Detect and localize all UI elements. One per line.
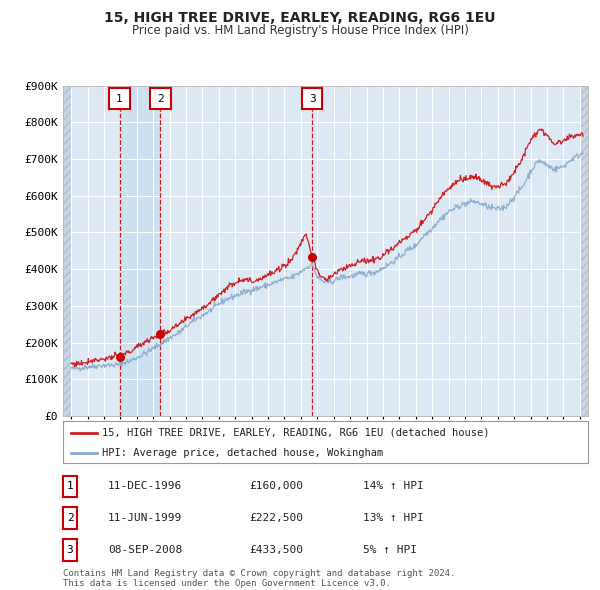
Bar xyxy=(581,86,588,416)
Text: 3: 3 xyxy=(67,545,73,555)
Text: 1: 1 xyxy=(67,481,73,491)
Text: £222,500: £222,500 xyxy=(249,513,303,523)
Text: Price paid vs. HM Land Registry's House Price Index (HPI): Price paid vs. HM Land Registry's House … xyxy=(131,24,469,37)
Text: 14% ↑ HPI: 14% ↑ HPI xyxy=(363,481,424,491)
Bar xyxy=(63,86,71,416)
Text: Contains HM Land Registry data © Crown copyright and database right 2024.
This d: Contains HM Land Registry data © Crown c… xyxy=(63,569,455,588)
Text: 5% ↑ HPI: 5% ↑ HPI xyxy=(363,545,417,555)
Text: 1: 1 xyxy=(116,94,123,103)
Text: 3: 3 xyxy=(309,94,316,103)
Text: 15, HIGH TREE DRIVE, EARLEY, READING, RG6 1EU (detached house): 15, HIGH TREE DRIVE, EARLEY, READING, RG… xyxy=(103,428,490,438)
Text: £160,000: £160,000 xyxy=(249,481,303,491)
Text: 11-JUN-1999: 11-JUN-1999 xyxy=(108,513,182,523)
Text: 2: 2 xyxy=(67,513,73,523)
Text: 2: 2 xyxy=(157,94,164,103)
Text: 11-DEC-1996: 11-DEC-1996 xyxy=(108,481,182,491)
Text: 08-SEP-2008: 08-SEP-2008 xyxy=(108,545,182,555)
Bar xyxy=(119,86,160,416)
Text: £433,500: £433,500 xyxy=(249,545,303,555)
Text: 13% ↑ HPI: 13% ↑ HPI xyxy=(363,513,424,523)
Text: 15, HIGH TREE DRIVE, EARLEY, READING, RG6 1EU: 15, HIGH TREE DRIVE, EARLEY, READING, RG… xyxy=(104,11,496,25)
Text: HPI: Average price, detached house, Wokingham: HPI: Average price, detached house, Woki… xyxy=(103,448,383,457)
